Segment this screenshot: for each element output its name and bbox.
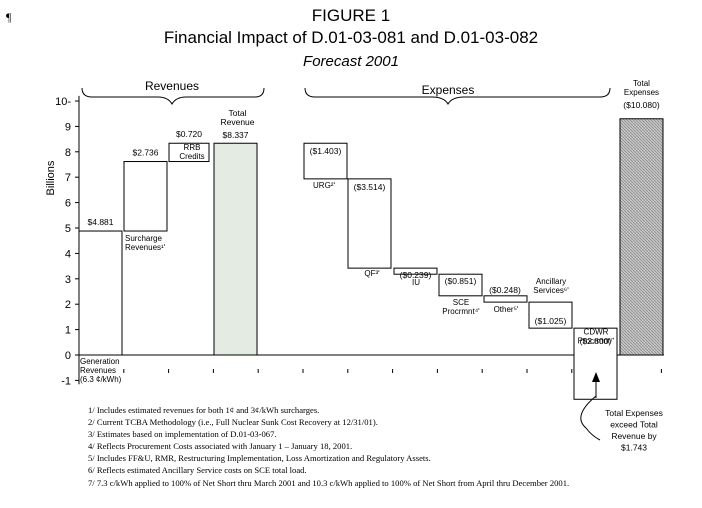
footnote: 3/ Estimates based on implementation of … <box>88 429 277 440</box>
bar-value-label: ($3.514) <box>354 182 386 192</box>
bar-value-label: ($1.403) <box>310 146 342 156</box>
bars <box>78 118 664 400</box>
bar-category-label: Generation <box>80 357 120 366</box>
y-tick-label: 4 <box>65 248 71 260</box>
bar-value-label: ($10.080) <box>623 100 660 110</box>
y-tick-label: 5 <box>65 223 71 235</box>
y-tick-label: 1 <box>65 325 71 337</box>
chart-subtitle: Forecast 2001 <box>303 53 399 70</box>
bar-category-label: Revenues <box>80 366 116 375</box>
bar-surcharge-revenues <box>123 161 168 232</box>
bar-category-label: Surcharge <box>125 234 162 243</box>
footnote: 7/ 7.3 c/kWh applied to 100% of Net Shor… <box>88 477 570 488</box>
bar-category-label: QF³ʹ <box>364 269 380 278</box>
bar-total-revenue <box>213 142 258 356</box>
bar-generation-revenues-6-3-kwh <box>78 230 123 356</box>
bar-value-label: ($0.851) <box>445 276 477 286</box>
footnote: 6/ Reflects estimated Ancillary Service … <box>88 465 307 476</box>
bar-value-label: $4.881 <box>88 217 114 227</box>
bar-category-label: (6.3 ¢/kWh) <box>80 375 122 384</box>
bar-urg <box>303 142 348 180</box>
y-tick-label: 10- <box>55 96 71 108</box>
section-braces <box>81 87 611 106</box>
figure-number: FIGURE 1 <box>311 6 391 25</box>
bar-category-label: IU <box>412 278 420 287</box>
bar-qf <box>347 178 392 269</box>
footnote: 2/ Current TCBA Methodology (i.e., Full … <box>88 417 378 428</box>
bar-value-label: $0.720 <box>176 129 202 139</box>
callout-text-line: Total Expenses <box>605 408 663 418</box>
bar-category-label: Expenses <box>624 88 659 97</box>
footnotes: 1/ Includes estimated revenues for both … <box>88 404 569 489</box>
y-axis-label: Billions <box>45 160 57 195</box>
callout-text-line: exceed Total <box>610 420 658 430</box>
y-tick-label: 9 <box>65 121 71 133</box>
revenues-brace <box>81 87 265 106</box>
y-tick-label: 3 <box>65 274 71 286</box>
footnote: 1/ Includes estimated revenues for both … <box>88 405 320 415</box>
bar-category-label: Procrmnt⁴ʹ <box>442 307 480 316</box>
footnote: 4/ Reflects Procurement Costs associated… <box>88 441 353 452</box>
y-tick-label: 0 <box>65 350 71 362</box>
chart-title: Financial Impact of D.01-03-081 and D.01… <box>163 28 539 47</box>
bar-total-expenses <box>619 118 664 356</box>
y-tick-label: 2 <box>65 299 71 311</box>
bar-category-label: Revenue <box>220 117 254 127</box>
callout-text-line: Revenue by <box>611 431 657 441</box>
y-axis: -1 0 1 2 3 4 5 6 7 8 9 10- Billions Revenues Expenses <box>45 79 664 387</box>
bar-category-label: CDWR <box>584 328 609 337</box>
bar-other <box>483 295 528 303</box>
y-tick-label: 7 <box>65 172 71 184</box>
bar-category-label: Credits <box>179 152 204 161</box>
revenues-heading: Revenues <box>145 79 199 93</box>
pilcrow-mark: ¶ <box>6 10 12 24</box>
bar-category-label: Ancillary <box>536 277 566 286</box>
bar-iu <box>393 267 438 275</box>
bar-value-label: ($0.248) <box>489 285 521 295</box>
bar-category-label: Services⁶ʹ <box>533 286 569 295</box>
bar-category-label: RRB <box>184 143 201 152</box>
callout-text-line: $1.743 <box>621 443 647 453</box>
bar-category-label: Total <box>229 108 247 118</box>
bar-value-label: ($2.800) <box>580 336 612 346</box>
bar-category-label: Revenues¹ʹ <box>125 243 166 252</box>
bar-value-label: $2.736 <box>133 148 159 158</box>
bar-value-label: ($0.239) <box>400 270 432 280</box>
bar-ancillary-services <box>528 301 573 329</box>
expenses-brace <box>304 87 611 106</box>
bar-category-label: Total <box>633 79 650 88</box>
bar-value-label: ($1.025) <box>535 316 567 326</box>
callout-arrowhead <box>592 372 600 382</box>
bar-value-label: $8.337 <box>223 130 249 140</box>
callout-arrow-curve <box>580 395 601 441</box>
bar-category-label: Procrmnt⁷ʹ <box>578 337 615 346</box>
bar-category-label: URG²ʹ <box>313 181 335 190</box>
y-tick-label: 6 <box>65 198 71 210</box>
bar-rrb-credits <box>168 142 210 163</box>
bar-category-label: SCE <box>453 298 469 307</box>
bar-sce-procurement <box>438 273 483 297</box>
y-tick-label: -1 <box>61 375 71 387</box>
y-tick-label: 8 <box>65 147 71 159</box>
bar-category-label: Other⁵ʹ <box>494 305 519 314</box>
footnote: 5/ Includes FF&U, RMR, Restructuring Imp… <box>88 453 431 464</box>
expenses-heading: Expenses <box>422 83 475 97</box>
